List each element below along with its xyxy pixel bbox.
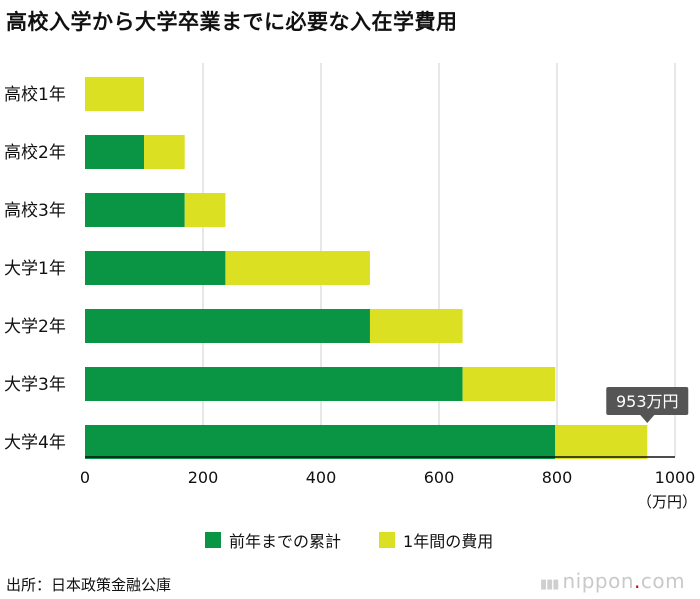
legend-label-cumulative: 前年までの累計	[229, 532, 342, 551]
legend-swatch-cumulative	[205, 532, 221, 548]
legend: 前年までの累計 1年間の費用	[205, 528, 531, 552]
x-tick-label: 0	[80, 468, 90, 487]
category-label: 高校2年	[4, 143, 66, 163]
logo-dot: .	[634, 569, 641, 593]
bar-cumulative	[85, 367, 463, 401]
logo-text: nippon	[562, 569, 635, 593]
category-label: 大学3年	[4, 375, 66, 395]
chart-title: 高校入学から大学卒業までに必要な入在学費用	[6, 10, 458, 34]
bars	[85, 77, 648, 459]
x-axis-ticks: 0 200 400 600 800 1000	[80, 468, 695, 487]
category-label: 高校3年	[4, 201, 66, 221]
nippon-logo: ▮▮▮ nippon.com	[540, 569, 685, 593]
x-tick-label: 600	[424, 468, 455, 487]
bar-cumulative	[85, 309, 370, 343]
callout-box	[606, 387, 689, 415]
legend-item-cumulative: 前年までの累計	[205, 528, 341, 552]
category-label: 大学4年	[4, 433, 66, 453]
x-axis-unit-label: （万円）	[637, 493, 697, 511]
total-callout: 953万円	[606, 387, 689, 423]
bar-annual	[555, 425, 648, 459]
bar-annual	[85, 77, 144, 111]
category-label: 大学2年	[4, 317, 66, 337]
bar-annual	[225, 251, 370, 285]
category-label: 高校1年	[4, 85, 66, 105]
bar-annual	[144, 135, 185, 169]
bar-cumulative	[85, 425, 556, 459]
logo-bars-icon: ▮▮▮	[540, 577, 559, 592]
bar-cumulative	[85, 193, 185, 227]
bar-cumulative	[85, 135, 144, 169]
bar-cumulative	[85, 251, 226, 285]
bar-annual	[184, 193, 226, 227]
logo-suffix: com	[640, 569, 686, 593]
callout-pointer	[640, 415, 655, 423]
bar-annual	[369, 309, 463, 343]
source-note: 出所：日本政策金融公庫	[6, 576, 172, 594]
x-tick-label: 800	[542, 468, 573, 487]
x-tick-label: 200	[188, 468, 219, 487]
x-tick-label: 1000	[655, 468, 696, 487]
category-label: 大学1年	[4, 259, 66, 279]
callout-label: 953万円	[616, 392, 679, 411]
legend-swatch-annual	[379, 532, 396, 548]
legend-label-annual: 1年間の費用	[403, 532, 494, 551]
legend-item-annual: 1年間の費用	[379, 528, 493, 552]
x-tick-label: 400	[306, 468, 337, 487]
bar-annual	[462, 367, 556, 401]
